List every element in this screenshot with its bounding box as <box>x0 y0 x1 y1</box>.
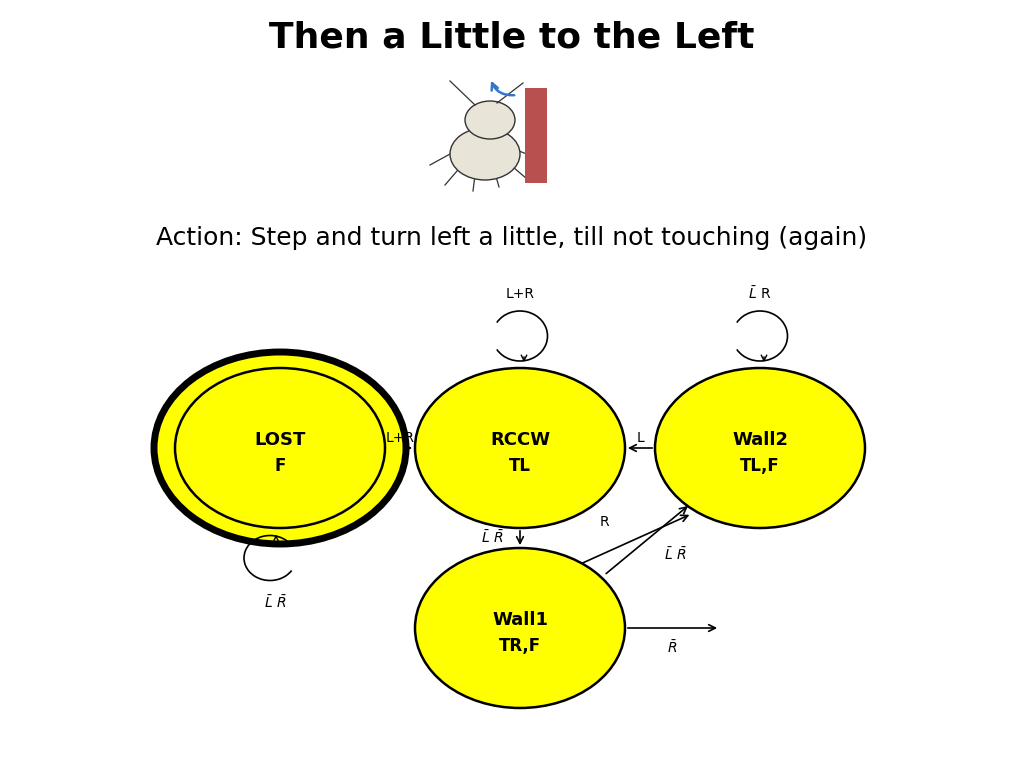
Text: Action: Step and turn left a little, till not touching (again): Action: Step and turn left a little, til… <box>157 226 867 250</box>
Ellipse shape <box>415 548 625 708</box>
Text: $\bar{L}$ $\bar{R}$: $\bar{L}$ $\bar{R}$ <box>480 530 503 546</box>
Ellipse shape <box>465 101 515 139</box>
Ellipse shape <box>450 128 520 180</box>
Text: $\bar{L}$ R: $\bar{L}$ R <box>749 286 772 303</box>
Text: $\bar{L}$ $\bar{R}$: $\bar{L}$ $\bar{R}$ <box>264 594 287 611</box>
Text: L: L <box>636 431 644 445</box>
Ellipse shape <box>415 368 625 528</box>
Text: RCCW: RCCW <box>489 431 550 449</box>
Text: TL,F: TL,F <box>740 457 780 475</box>
Text: LOST: LOST <box>254 431 306 449</box>
Text: Then a Little to the Left: Then a Little to the Left <box>269 21 755 55</box>
Text: L+R: L+R <box>506 287 535 301</box>
Ellipse shape <box>175 368 385 528</box>
Text: $\bar{R}$: $\bar{R}$ <box>667 640 677 657</box>
Text: Wall1: Wall1 <box>492 611 548 629</box>
Text: L+R: L+R <box>385 431 415 445</box>
Text: Wall2: Wall2 <box>732 431 788 449</box>
Ellipse shape <box>154 352 406 544</box>
Ellipse shape <box>655 368 865 528</box>
Text: F: F <box>274 457 286 475</box>
Text: $\bar{L}$ $\bar{R}$: $\bar{L}$ $\bar{R}$ <box>664 546 686 563</box>
Text: TR,F: TR,F <box>499 637 541 655</box>
Text: R: R <box>600 515 609 528</box>
Bar <box>525 88 547 183</box>
Text: TL: TL <box>509 457 531 475</box>
